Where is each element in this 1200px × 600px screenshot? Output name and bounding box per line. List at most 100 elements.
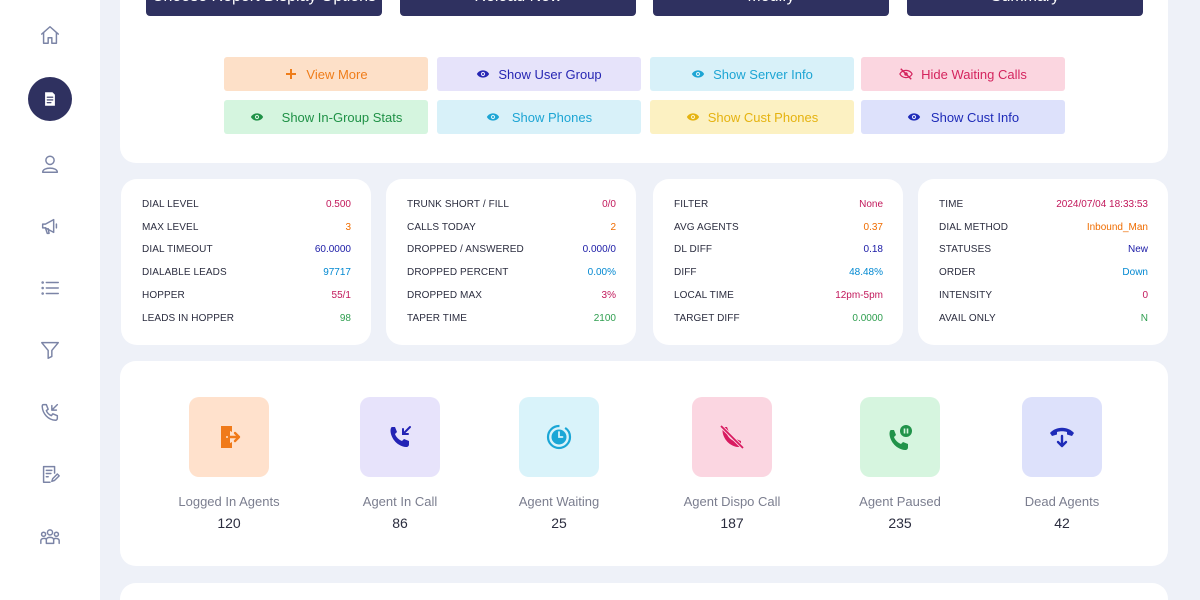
phone-hangup-icon <box>1022 397 1102 477</box>
show-phones-button[interactable]: Show Phones <box>437 100 641 134</box>
stat-value: 0.500 <box>325 198 351 210</box>
show-user-group-button[interactable]: Show User Group <box>437 57 641 91</box>
stat-label: STATUSES <box>939 244 992 256</box>
modify-button[interactable]: Modify <box>653 0 889 16</box>
choose-report-display-options-button[interactable]: Choose Report Display Options <box>146 0 382 16</box>
agent-paused-count: 235 <box>888 515 912 531</box>
stat-value: 3% <box>601 290 616 302</box>
report-icon[interactable] <box>28 77 72 121</box>
agent-waiting-count: 25 <box>551 515 567 531</box>
stat-value: 2100 <box>593 312 616 324</box>
phone-incoming-icon <box>360 397 440 477</box>
agent-in-call-label: Agent In Call <box>362 494 438 509</box>
show-cust-phones-button[interactable]: Show Cust Phones <box>650 100 854 134</box>
megaphone-icon[interactable] <box>28 204 72 248</box>
phone-off-icon <box>692 397 772 477</box>
agent-dead-count: 42 <box>1054 515 1070 531</box>
stat-label: AVAIL ONLY <box>939 312 996 324</box>
filter-icon[interactable] <box>28 328 72 372</box>
stat-value: 0/0 <box>602 198 616 210</box>
stat-value: Inbound_Man <box>1086 221 1148 233</box>
agent-in-call[interactable]: Agent In Call 86 <box>330 397 470 531</box>
stat-value: New <box>1127 244 1148 256</box>
stat-label: DIFF <box>674 267 697 279</box>
show-server-info-label: Show Server Info <box>713 66 813 82</box>
stat-label: LOCAL TIME <box>674 290 734 302</box>
show-server-info-button[interactable]: Show Server Info <box>650 57 854 91</box>
home-icon[interactable] <box>28 13 72 57</box>
agent-in-call-count: 86 <box>392 515 408 531</box>
eye-icon <box>250 113 263 121</box>
show-phones-label: Show Phones <box>511 109 593 125</box>
agent-logged-in[interactable]: Logged In Agents 120 <box>159 397 299 531</box>
clock-icon <box>519 397 599 477</box>
phone-incoming-icon[interactable] <box>28 390 72 434</box>
summary-button[interactable]: Summary <box>907 0 1143 16</box>
stat-row: ORDER Down <box>939 261 1148 284</box>
stats-card-time: TIME 2024/07/04 18:33:53 DIAL METHOD Inboun… <box>918 179 1168 345</box>
stat-row: DROPPED PERCENT 0.00% <box>407 261 616 284</box>
agent-waiting[interactable]: Agent Waiting 25 <box>489 397 629 531</box>
edit-document-icon[interactable] <box>28 452 72 496</box>
stat-value: 3 <box>345 221 351 233</box>
eye-icon <box>907 113 921 121</box>
stat-row: LEADS IN HOPPER 98 <box>142 307 351 330</box>
stats-card-calls: TRUNK SHORT / FILL 0/0 CALLS TODAY 2 DROPPED… <box>386 179 636 345</box>
stat-row: DIALABLE LEADS 97717 <box>142 261 351 284</box>
stat-value: 60.0000 <box>314 244 351 256</box>
stat-value: 97717 <box>323 267 351 279</box>
stat-value: None <box>859 198 883 210</box>
agent-dispo-call[interactable]: Agent Dispo Call 187 <box>662 397 802 531</box>
stat-row: DL DIFF 0.18 <box>674 239 883 262</box>
stats-card-dial: DIAL LEVEL 0.500 MAX LEVEL 3 DIAL TIMEOUT 60.… <box>121 179 371 345</box>
stat-label: CALLS TODAY <box>407 221 476 233</box>
stat-label: DROPPED PERCENT <box>407 267 509 279</box>
bottom-panel <box>120 583 1168 600</box>
hide-waiting-calls-button[interactable]: Hide Waiting Calls <box>861 57 1065 91</box>
stat-value: 48.48% <box>849 267 883 279</box>
list-icon[interactable] <box>28 266 72 310</box>
show-cust-info-button[interactable]: Show Cust Info <box>861 100 1065 134</box>
group-icon[interactable] <box>28 515 72 559</box>
stat-value: 55/1 <box>331 290 351 302</box>
agent-dispo-call-label: Agent Dispo Call <box>683 494 781 509</box>
agent-logged-in-count: 120 <box>217 515 241 531</box>
agent-logged-in-label: Logged In Agents <box>178 494 280 509</box>
stat-value: Down <box>1122 267 1148 279</box>
show-cust-info-label: Show Cust Info <box>930 109 1020 125</box>
show-ingroup-stats-label: Show In-Group Stats <box>281 109 403 125</box>
stat-label: FILTER <box>674 198 709 210</box>
user-icon[interactable] <box>28 142 72 186</box>
stat-row: DIAL METHOD Inbound_Man <box>939 216 1148 239</box>
stat-value: 0.37 <box>863 221 883 233</box>
eye-icon <box>686 113 699 121</box>
plus-icon <box>286 69 297 79</box>
stat-value: 0 <box>1142 290 1148 302</box>
stat-label: DIAL METHOD <box>939 221 1009 233</box>
stat-row: FILTER None <box>674 193 883 216</box>
logout-door-icon <box>189 397 269 477</box>
agent-paused[interactable]: Agent Paused 235 <box>830 397 970 531</box>
eye-icon <box>486 113 499 121</box>
view-more-button[interactable]: View More <box>224 57 428 91</box>
stat-value: 98 <box>339 312 351 324</box>
stat-label: TARGET DIFF <box>674 312 740 324</box>
reload-now-button[interactable]: Reload Now <box>400 0 636 16</box>
stat-row: INTENSITY 0 <box>939 284 1148 307</box>
stat-value: 0.000/0 <box>582 244 616 256</box>
stat-label: DIALABLE LEADS <box>142 267 227 279</box>
show-ingroup-stats-button[interactable]: Show In-Group Stats <box>224 100 428 134</box>
stat-row: TRUNK SHORT / FILL 0/0 <box>407 193 616 216</box>
stat-row: TARGET DIFF 0.0000 <box>674 307 883 330</box>
agent-dead[interactable]: Dead Agents 42 <box>992 397 1132 531</box>
eye-icon <box>477 70 490 78</box>
stat-value: 0.18 <box>863 244 883 256</box>
stats-card-filter: FILTER None AVG AGENTS 0.37 DL DIFF 0.18 DIFF 4… <box>653 179 903 345</box>
stat-label: LEADS IN HOPPER <box>142 312 235 324</box>
stat-row: TAPER TIME 2100 <box>407 307 616 330</box>
stat-label: INTENSITY <box>939 290 993 302</box>
stat-row: HOPPER 55/1 <box>142 284 351 307</box>
stat-label: DIAL TIMEOUT <box>142 244 213 256</box>
stat-label: DL DIFF <box>674 244 713 256</box>
show-cust-phones-label: Show Cust Phones <box>707 109 819 125</box>
